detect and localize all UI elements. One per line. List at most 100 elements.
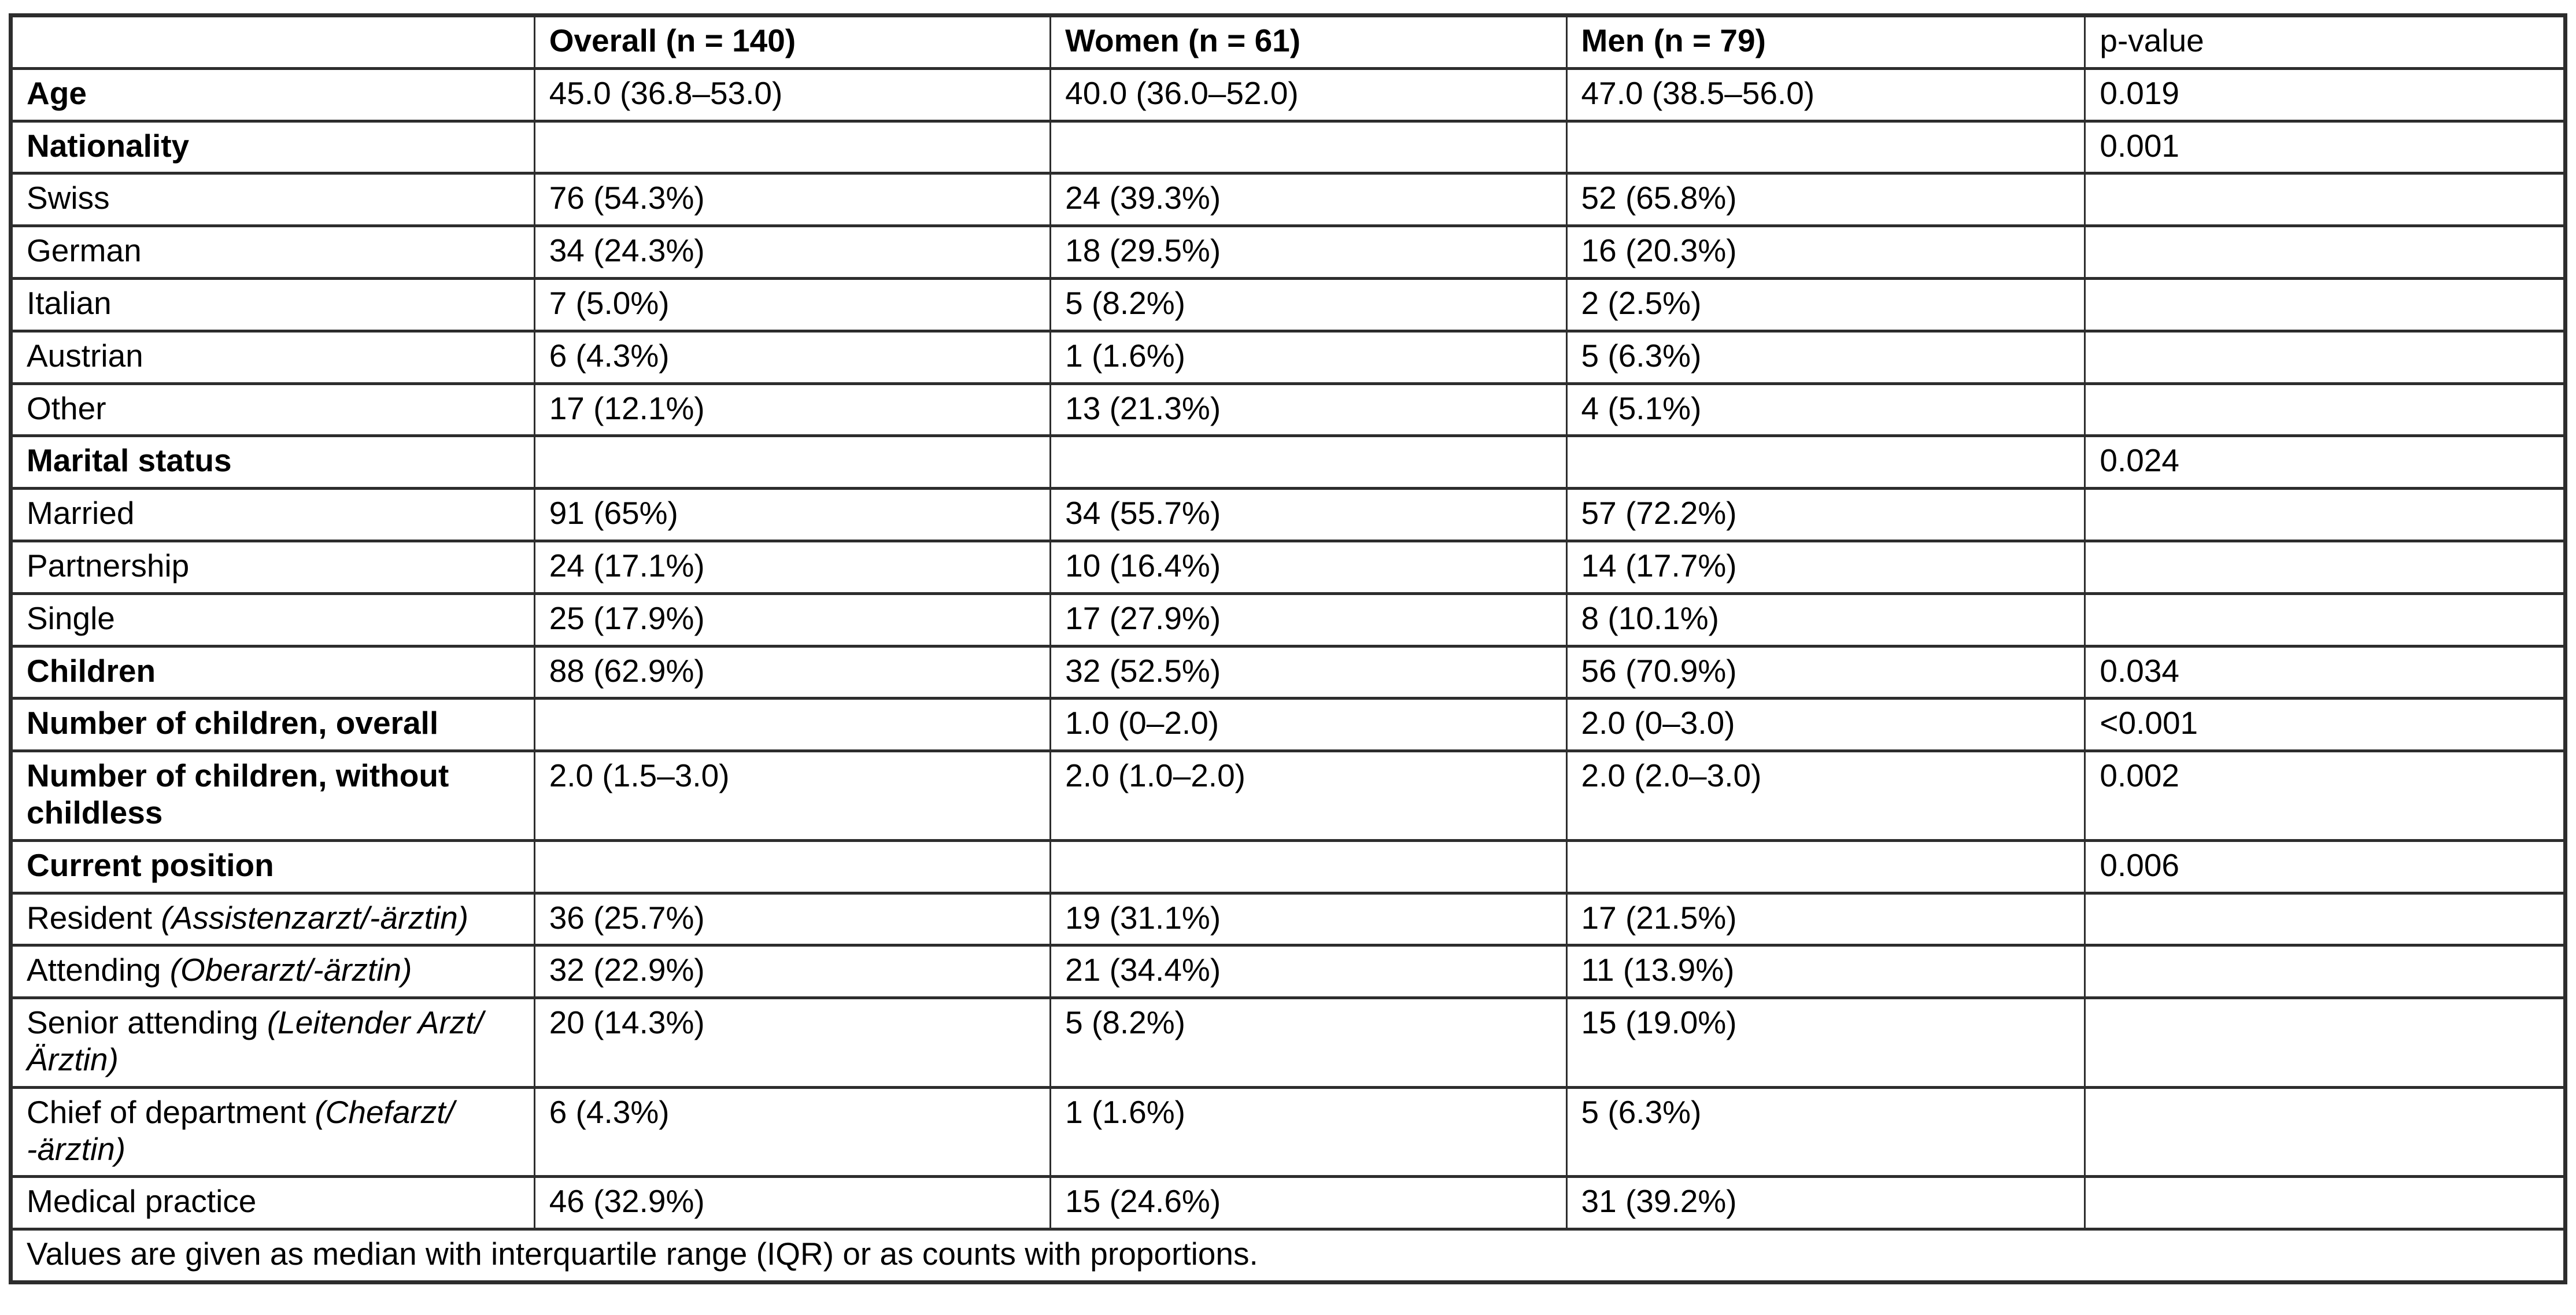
demographics-table: Overall (n = 140) Women (n = 61) Men (n … <box>9 13 2567 1284</box>
table-row-current-position: Current position 0.006 <box>10 839 2566 895</box>
cell-overall: 34 (24.3%) <box>533 224 1052 280</box>
table-row-number-of-children-overall: Number of children, overall 1.0 (0–2.0) … <box>10 697 2566 753</box>
cell-men: 57 (72.2%) <box>1565 487 2086 542</box>
cell-overall: 91 (65%) <box>533 487 1052 542</box>
cell-men: 52 (65.8%) <box>1565 172 2086 228</box>
cell-p-value <box>2084 539 2566 595</box>
table-row-german: German 34 (24.3%) 18 (29.5%) 16 (20.3%) <box>10 224 2566 280</box>
row-label: Marital status <box>27 442 232 479</box>
cell-men: 16 (20.3%) <box>1565 224 2086 280</box>
cell-women: 34 (55.7%) <box>1049 487 1568 542</box>
row-label-german-term: (Oberarzt/​-ärztin) <box>169 952 412 988</box>
cell-women: 32 (52.5%) <box>1049 644 1568 700</box>
cell-p-value <box>2084 1175 2566 1231</box>
row-label-german-term: (Assistenzarzt/​-ärztin) <box>161 899 469 936</box>
table-row-children: Children 88 (62.9%) 32 (52.5%) 56 (70.9%… <box>10 644 2566 700</box>
cell-women: 13 (21.3%) <box>1049 382 1568 438</box>
cell-p-value: 0.034 <box>2084 644 2566 700</box>
cell-overall: 88 (62.9%) <box>533 644 1052 700</box>
cell-overall: 6 (4.3%) <box>533 329 1052 385</box>
cell-p-value <box>2084 276 2566 333</box>
table-row-swiss: Swiss 76 (54.3%) 24 (39.3%) 52 (65.8%) <box>10 172 2566 228</box>
row-label: Number of children, overall <box>27 705 439 741</box>
row-label: Resident <box>27 899 161 936</box>
cell-p-value <box>2084 329 2566 385</box>
cell-men: 14 (17.7%) <box>1565 539 2086 595</box>
row-label: Children <box>27 652 156 689</box>
table-row-chief-of-department: Chief of department (Chefarzt/​-ärztin) … <box>10 1085 2566 1179</box>
cell-women <box>1049 839 1568 895</box>
cell-overall: 76 (54.3%) <box>533 172 1052 228</box>
cell-women: 1.0 (0–2.0) <box>1049 697 1568 753</box>
cell-overall <box>533 119 1052 175</box>
cell-women: 1 (1.6%) <box>1049 1085 1568 1179</box>
cell-women: 10 (16.4%) <box>1049 539 1568 595</box>
row-label: German <box>27 232 142 269</box>
table-row-other: Other 17 (12.1%) 13 (21.3%) 4 (5.1%) <box>10 382 2566 438</box>
row-label: Partnership <box>27 547 190 583</box>
cell-overall <box>533 697 1052 753</box>
cell-p-value <box>2084 592 2566 648</box>
cell-men: 5 (6.3%) <box>1565 1085 2086 1179</box>
cell-p-value: 0.001 <box>2084 119 2566 175</box>
row-label: Medical practice <box>27 1183 257 1220</box>
cell-women: 19 (31.1%) <box>1049 891 1568 947</box>
cell-overall: 20 (14.3%) <box>533 996 1052 1089</box>
row-label: Age <box>27 75 87 111</box>
table-row-senior-attending: Senior attending (Leitender Arzt/​Ärztin… <box>10 996 2566 1089</box>
table-row-italian: Italian 7 (5.0%) 5 (8.2%) 2 (2.5%) <box>10 276 2566 333</box>
row-label: Other <box>27 390 106 426</box>
cell-women: 17 (27.9%) <box>1049 592 1568 648</box>
cell-overall: 36 (25.7%) <box>533 891 1052 947</box>
cell-p-value <box>2084 382 2566 438</box>
cell-men: 2.0 (2.0–3.0) <box>1565 749 2086 842</box>
cell-men <box>1565 119 2086 175</box>
table-row-marital-status: Marital status 0.024 <box>10 434 2566 490</box>
cell-overall: 6 (4.3%) <box>533 1085 1052 1179</box>
row-label: Married <box>27 495 135 531</box>
table-row-single: Single 25 (17.9%) 17 (27.9%) 8 (10.1%) <box>10 592 2566 648</box>
cell-overall <box>533 434 1052 490</box>
cell-overall: 17 (12.1%) <box>533 382 1052 438</box>
row-label: Number of children, without childless <box>27 758 449 830</box>
cell-women: 1 (1.6%) <box>1049 329 1568 385</box>
cell-overall: 24 (17.1%) <box>533 539 1052 595</box>
cell-women: 24 (39.3%) <box>1049 172 1568 228</box>
header-row: Overall (n = 140) Women (n = 61) Men (n … <box>10 14 2566 70</box>
row-label: Senior attending <box>27 1004 267 1041</box>
header-empty-cell <box>10 14 535 70</box>
cell-p-value: 0.006 <box>2084 839 2566 895</box>
cell-women: 15 (24.6%) <box>1049 1175 1568 1231</box>
row-label: Attending <box>27 952 170 988</box>
cell-women: 5 (8.2%) <box>1049 276 1568 333</box>
header-men: Men (n = 79) <box>1565 14 2086 70</box>
table-row-married: Married 91 (65%) 34 (55.7%) 57 (72.2%) <box>10 487 2566 542</box>
cell-men <box>1565 839 2086 895</box>
header-p-value: p-value <box>2084 14 2566 70</box>
cell-overall <box>533 839 1052 895</box>
table-row-medical-practice: Medical practice 46 (32.9%) 15 (24.6%) 3… <box>10 1175 2566 1231</box>
cell-women: 18 (29.5%) <box>1049 224 1568 280</box>
cell-women: 40.0 (36.0–52.0) <box>1049 67 1568 123</box>
table-footnote-row: Values are given as median with interqua… <box>10 1228 2566 1284</box>
cell-p-value <box>2084 1085 2566 1179</box>
cell-p-value <box>2084 172 2566 228</box>
cell-p-value <box>2084 224 2566 280</box>
table-row-austrian: Austrian 6 (4.3%) 1 (1.6%) 5 (6.3%) <box>10 329 2566 385</box>
cell-p-value <box>2084 487 2566 542</box>
row-label: Single <box>27 600 115 636</box>
table-row-attending: Attending (Oberarzt/​-ärztin) 32 (22.9%)… <box>10 944 2566 1000</box>
cell-p-value <box>2084 891 2566 947</box>
row-label-german-term: (Leitender Arzt/​Ärztin) <box>27 1004 483 1077</box>
cell-men: 31 (39.2%) <box>1565 1175 2086 1231</box>
cell-men: 15 (19.0%) <box>1565 996 2086 1089</box>
cell-overall: 25 (17.9%) <box>533 592 1052 648</box>
cell-men: 47.0 (38.5–56.0) <box>1565 67 2086 123</box>
cell-p-value <box>2084 996 2566 1089</box>
cell-men: 17 (21.5%) <box>1565 891 2086 947</box>
cell-women: 2.0 (1.0–2.0) <box>1049 749 1568 842</box>
cell-p-value <box>2084 944 2566 1000</box>
cell-p-value: 0.002 <box>2084 749 2566 842</box>
cell-men: 2.0 (0–3.0) <box>1565 697 2086 753</box>
